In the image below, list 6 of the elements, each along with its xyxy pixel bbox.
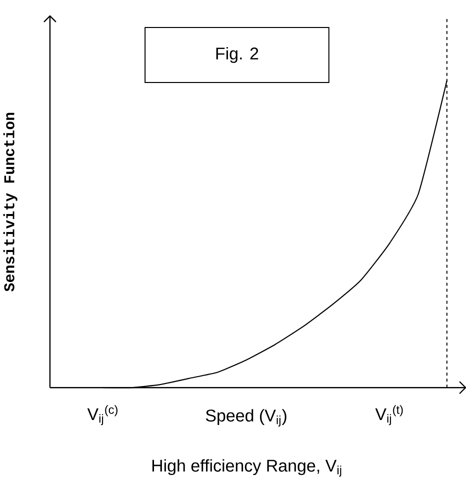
chart-title: Fig. 2 (216, 47, 258, 63)
x-tick-label: V$_{ij}$(t) (375, 405, 403, 426)
x-tick-label: V$_{ij}$(c) (87, 405, 118, 426)
text: High efficiency Range, V$_{ij}$ (152, 459, 342, 477)
x-axis-title: Speed (V$_{ij}$) (206, 409, 286, 427)
y-axis-title: Sensitivity Function (3, 112, 18, 292)
